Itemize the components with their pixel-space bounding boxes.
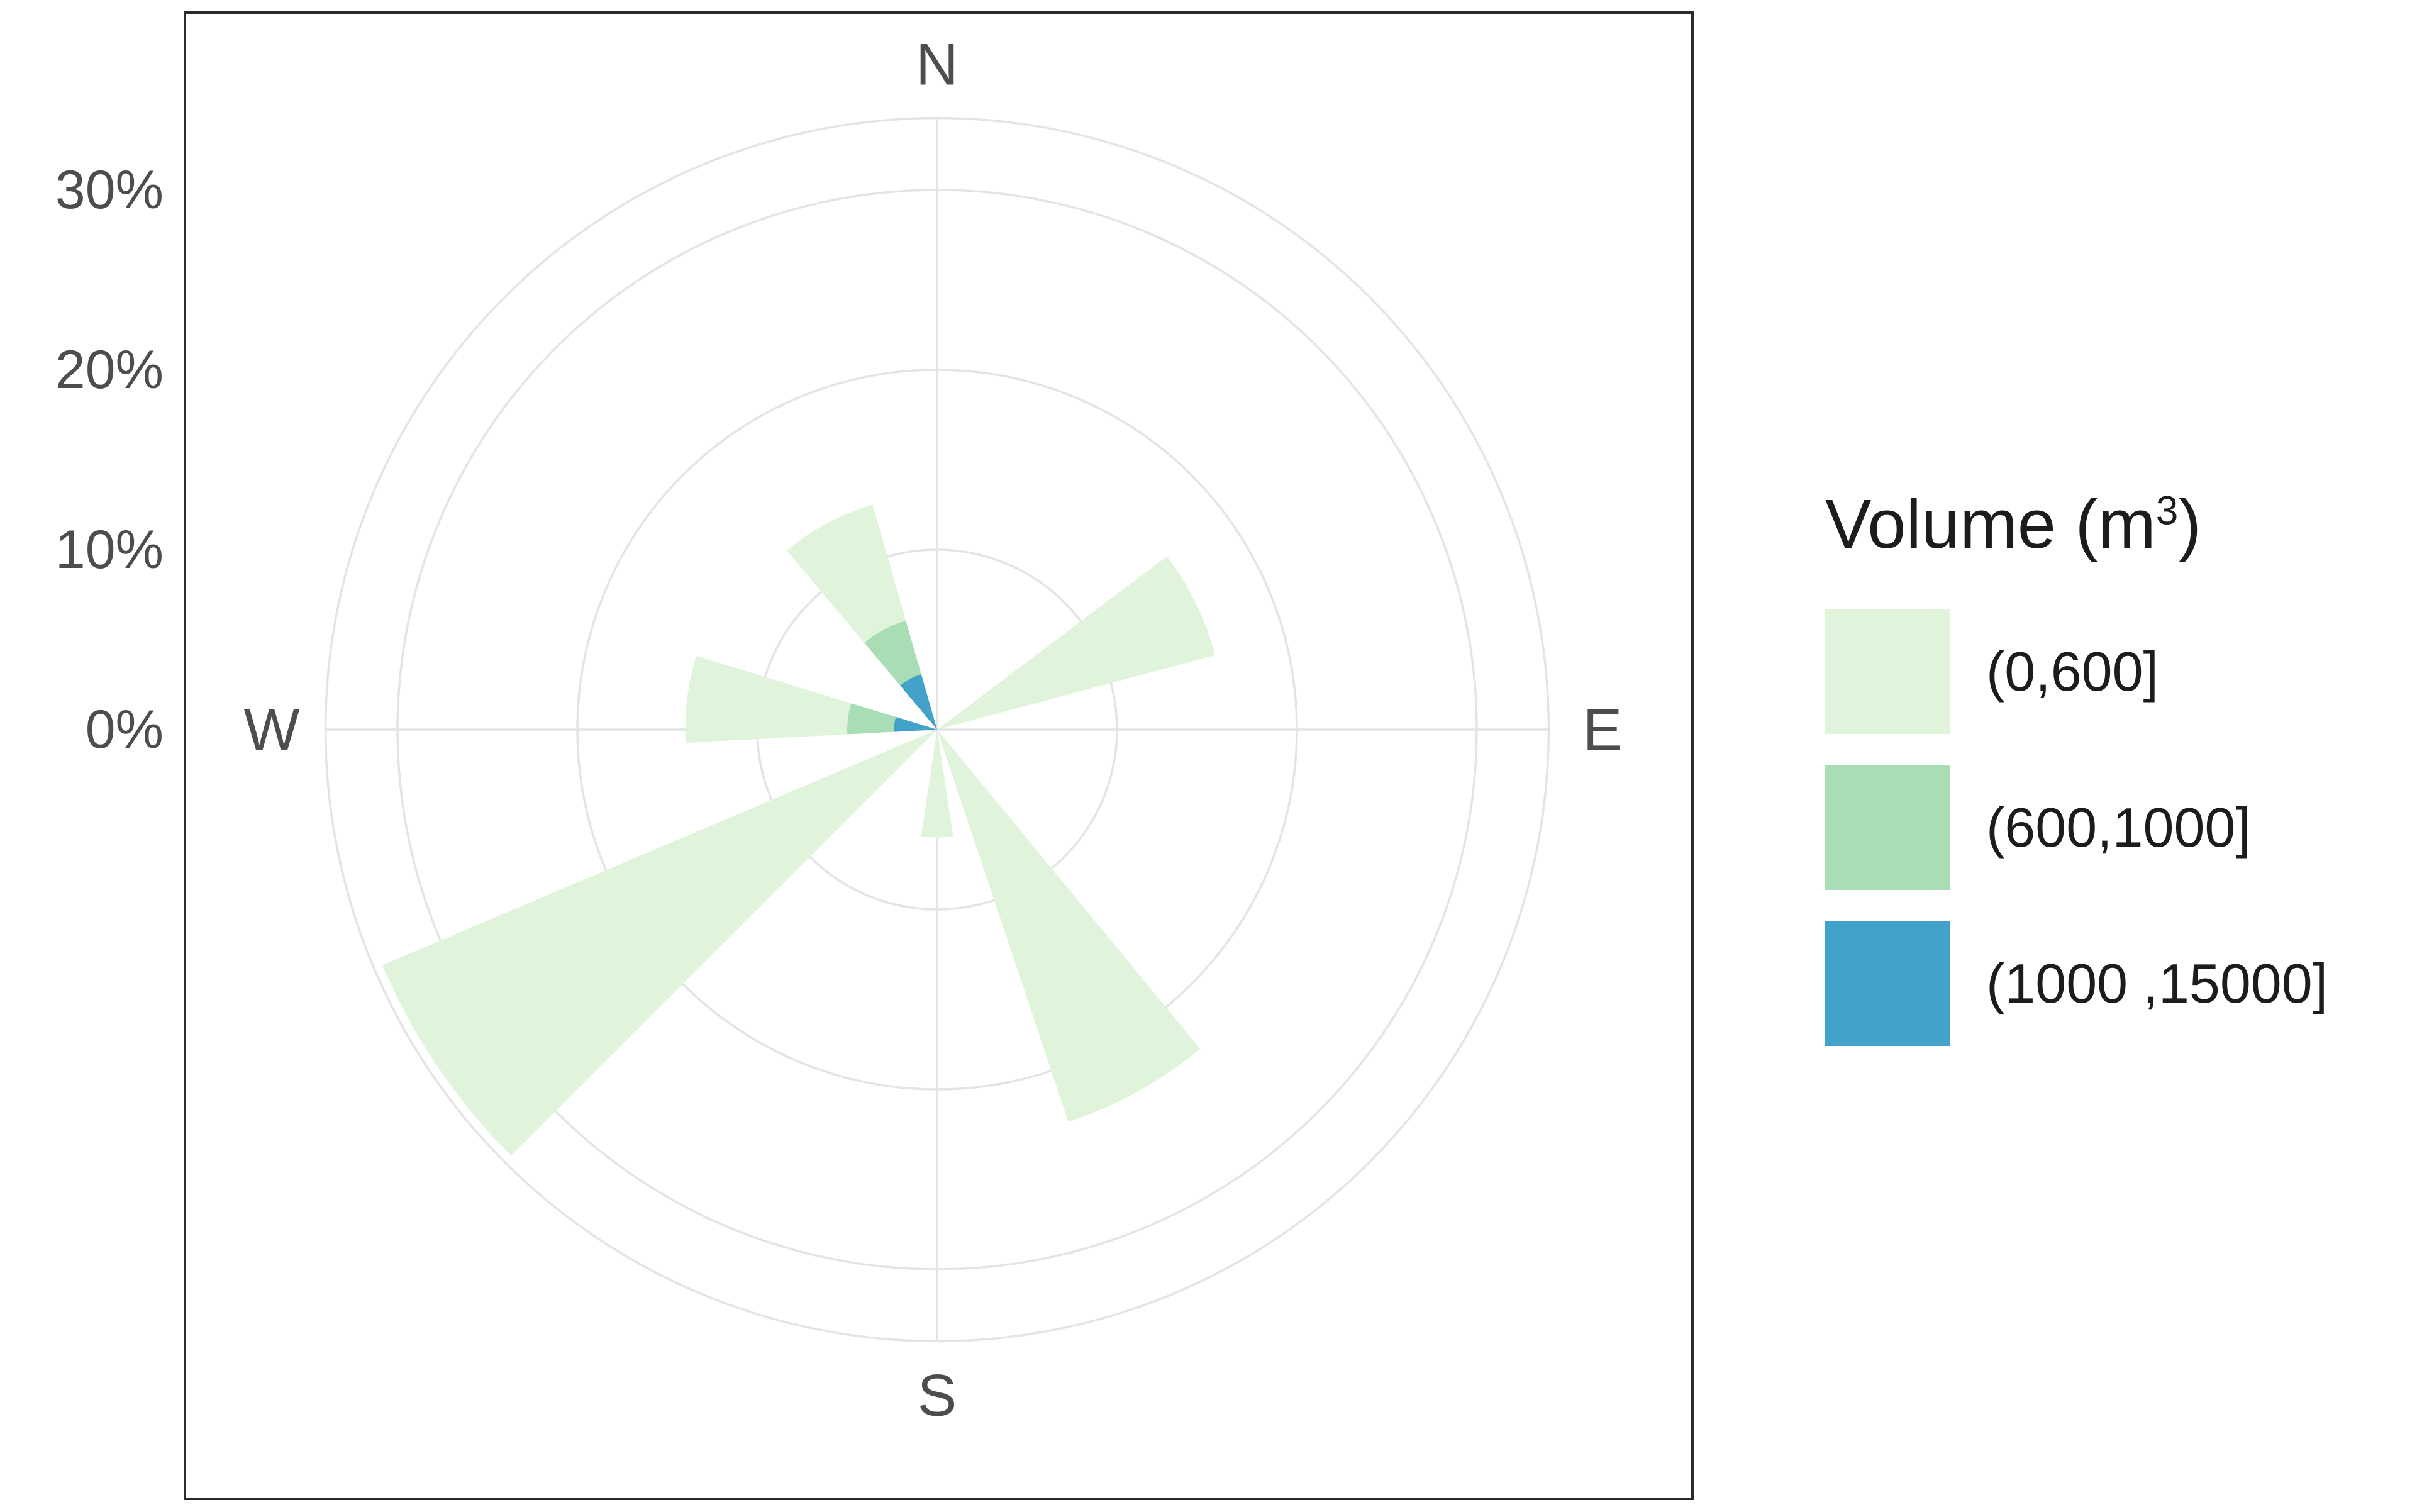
petal-nnw-seg1 <box>864 620 921 686</box>
compass-label-w: W <box>244 697 300 763</box>
radial-tick-20: 20% <box>55 340 164 400</box>
petal-w-seg1 <box>847 703 896 735</box>
petal-nnw-seg2 <box>900 674 937 730</box>
petal-sse-seg0 <box>937 730 1201 1122</box>
radial-tick-0: 0% <box>85 699 164 760</box>
petal-w-seg0 <box>685 655 852 743</box>
legend-title-close: ) <box>2178 486 2201 563</box>
petal-ene-seg0 <box>937 556 1215 730</box>
legend-item-2: (1000 ,15000] <box>1825 921 2328 1046</box>
legend-swatch-2 <box>1825 921 1950 1046</box>
legend-items: (0,600] (600,1000] (1000 ,15000] <box>1825 609 2328 1046</box>
legend-item-0: (0,600] <box>1825 609 2328 734</box>
legend-title-superscript: 3 <box>2155 487 2179 533</box>
legend: Volume (m3) (0,600] (600,1000] (1000 ,1500… <box>1825 484 2328 1077</box>
petal-w-seg2 <box>894 716 937 732</box>
compass-label-n: N <box>916 31 958 97</box>
petal-wsw-seg0 <box>382 730 937 1156</box>
radial-tick-30: 30% <box>55 160 164 220</box>
panel-border <box>184 11 1694 1500</box>
legend-label-1: (600,1000] <box>1986 796 2251 859</box>
legend-title: Volume (m3) <box>1825 484 2328 564</box>
legend-label-0: (0,600] <box>1986 640 2159 703</box>
petal-s-seg0 <box>921 730 953 838</box>
legend-label-2: (1000 ,15000] <box>1986 952 2328 1014</box>
compass-label-s: S <box>918 1362 957 1428</box>
legend-title-text: Volume (m <box>1825 486 2156 563</box>
petal-nnw-seg0 <box>787 504 906 643</box>
legend-swatch-1 <box>1825 765 1950 890</box>
compass-label-e: E <box>1583 697 1623 763</box>
legend-item-1: (600,1000] <box>1825 765 2328 890</box>
radial-tick-10: 10% <box>55 520 164 580</box>
legend-swatch-0 <box>1825 609 1950 734</box>
